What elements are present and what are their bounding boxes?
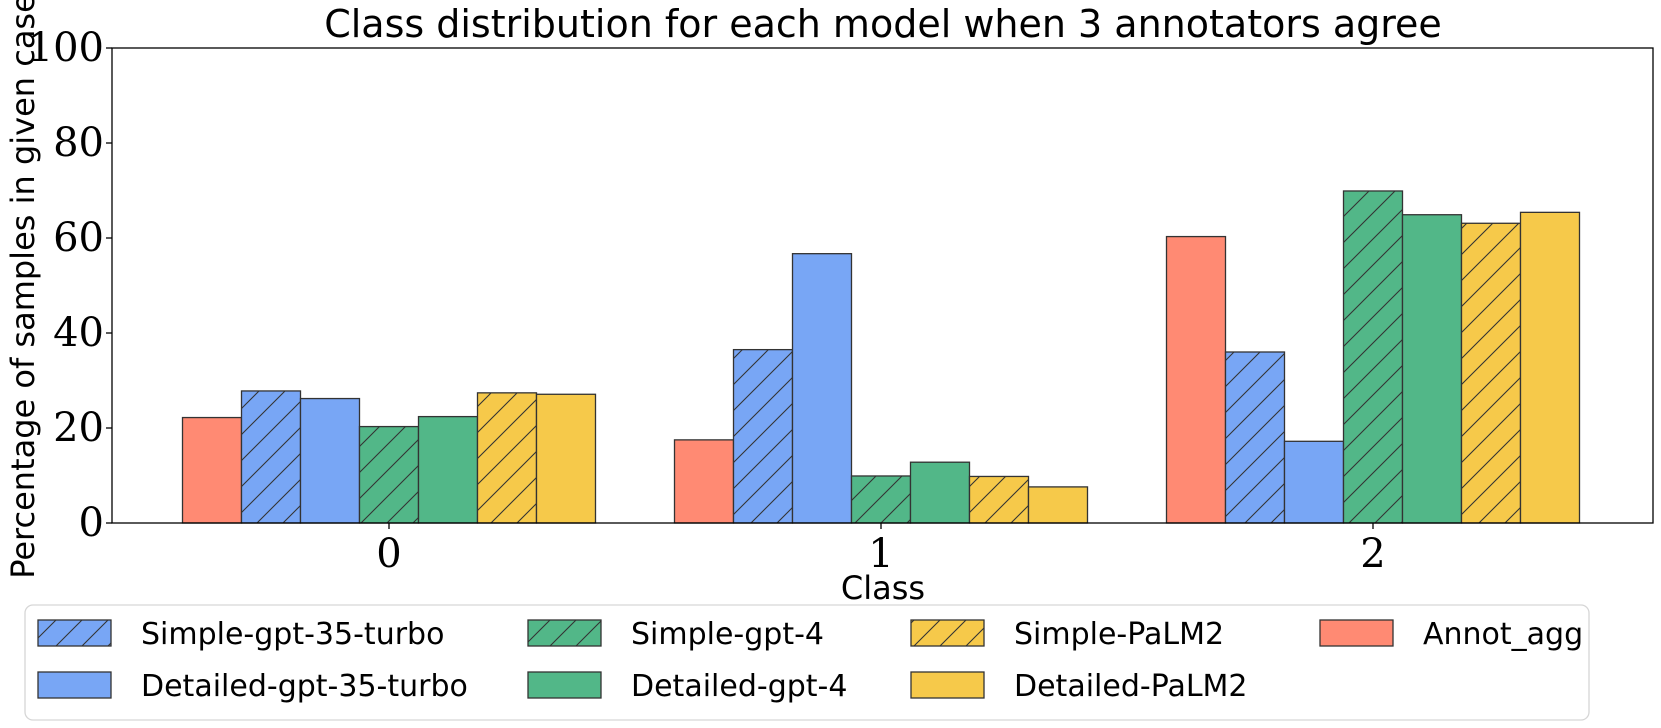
legend-item: Detailed-PaLM2 bbox=[910, 669, 1248, 704]
bar-fill bbox=[418, 416, 478, 523]
legend-swatch-outline bbox=[37, 619, 112, 647]
bar-fill bbox=[792, 253, 852, 524]
legend-swatch-hatch bbox=[38, 620, 111, 646]
bar bbox=[673, 439, 735, 524]
x-tick-label: 0 bbox=[376, 531, 401, 577]
plot-frame bbox=[111, 47, 1654, 524]
legend-item: Detailed-gpt-4 bbox=[527, 669, 847, 704]
bar bbox=[1027, 486, 1089, 524]
bar bbox=[1342, 190, 1404, 524]
legend-label: Detailed-PaLM2 bbox=[1014, 669, 1248, 704]
legend-swatch-hatch bbox=[911, 620, 984, 646]
legend-frame bbox=[24, 604, 1590, 721]
chart-title: Class distribution for each model when 3… bbox=[324, 2, 1442, 46]
bar-fill bbox=[1284, 441, 1344, 523]
bar bbox=[1519, 211, 1581, 524]
bar-hatch bbox=[1225, 352, 1285, 523]
bar-fill bbox=[910, 462, 970, 523]
y-tick-label: 40 bbox=[53, 310, 104, 356]
bar-hatch bbox=[359, 426, 419, 523]
bar bbox=[1165, 235, 1227, 524]
bar bbox=[299, 397, 361, 524]
bar-fill bbox=[674, 439, 734, 523]
x-tick-label: 1 bbox=[868, 531, 893, 577]
bar bbox=[1401, 214, 1463, 524]
legend-swatch-outline bbox=[37, 671, 112, 699]
bar bbox=[850, 475, 912, 524]
legend-item: Detailed-gpt-35-turbo bbox=[37, 669, 468, 704]
bar bbox=[1460, 222, 1522, 524]
legend-swatch-outline bbox=[527, 619, 602, 647]
bar-hatch bbox=[969, 476, 1029, 523]
y-tick-label: 80 bbox=[53, 120, 104, 166]
bar bbox=[909, 461, 971, 524]
bar bbox=[732, 348, 794, 524]
bar-fill bbox=[1166, 236, 1226, 523]
legend-label: Simple-gpt-4 bbox=[631, 617, 824, 652]
bar-hatch bbox=[851, 475, 911, 523]
bar-hatch bbox=[1343, 190, 1403, 523]
bar-hatch bbox=[241, 390, 301, 523]
legend-item: Simple-gpt-35-turbo bbox=[37, 617, 444, 652]
bar bbox=[968, 475, 1030, 524]
bar bbox=[240, 390, 302, 524]
y-tick-label: 60 bbox=[53, 215, 104, 261]
legend-label: Simple-PaLM2 bbox=[1014, 617, 1224, 652]
bar-fill bbox=[1028, 486, 1088, 523]
x-axis-label: Class bbox=[841, 569, 925, 607]
legend-swatch bbox=[38, 672, 111, 698]
bar bbox=[181, 416, 243, 524]
legend-item: Simple-PaLM2 bbox=[910, 617, 1224, 652]
x-axis: 0 1 2 bbox=[376, 523, 1386, 577]
x-tick-label: 2 bbox=[1360, 531, 1385, 577]
bar-hatch bbox=[477, 392, 537, 523]
legend-swatch bbox=[1320, 620, 1393, 646]
bar-fill bbox=[182, 417, 242, 523]
legend-item: Annot_agg bbox=[1319, 617, 1583, 652]
bar bbox=[1283, 440, 1345, 524]
y-tick-label: 100 bbox=[28, 25, 104, 71]
y-axis-label: Percentage of samples in given case bbox=[4, 0, 42, 579]
legend-swatch bbox=[911, 672, 984, 698]
legend-swatch bbox=[528, 672, 601, 698]
bar bbox=[535, 393, 597, 524]
bar bbox=[791, 253, 853, 524]
legend-item: Simple-gpt-4 bbox=[527, 617, 824, 652]
legend-swatch-outline bbox=[1319, 619, 1394, 647]
legend-swatch-outline bbox=[910, 671, 985, 699]
legend-swatch-outline bbox=[527, 671, 602, 699]
bar bbox=[1224, 351, 1286, 524]
bar bbox=[358, 425, 420, 524]
bars-group bbox=[181, 190, 1581, 524]
bar-fill bbox=[536, 394, 596, 523]
legend-label: Detailed-gpt-35-turbo bbox=[141, 669, 468, 704]
bar-hatch bbox=[733, 349, 793, 523]
legend-label: Detailed-gpt-4 bbox=[631, 669, 847, 704]
bar-fill bbox=[300, 398, 360, 523]
legend-swatch-hatch bbox=[528, 620, 601, 646]
y-tick-label: 0 bbox=[79, 500, 104, 546]
bar-fill bbox=[1402, 214, 1462, 523]
legend-label: Annot_agg bbox=[1423, 617, 1583, 652]
y-axis: 0 20 40 60 80 100 bbox=[28, 25, 112, 546]
bar-hatch bbox=[1461, 223, 1521, 523]
legend-label: Simple-gpt-35-turbo bbox=[141, 617, 444, 652]
legend-swatch-outline bbox=[910, 619, 985, 647]
bar-fill bbox=[1520, 212, 1580, 523]
y-tick-label: 20 bbox=[53, 405, 104, 451]
legend: Simple-gpt-35-turbo Simple-gpt-4 Simple-Pa… bbox=[24, 604, 1590, 721]
bar bbox=[476, 392, 538, 524]
bar bbox=[417, 415, 479, 524]
